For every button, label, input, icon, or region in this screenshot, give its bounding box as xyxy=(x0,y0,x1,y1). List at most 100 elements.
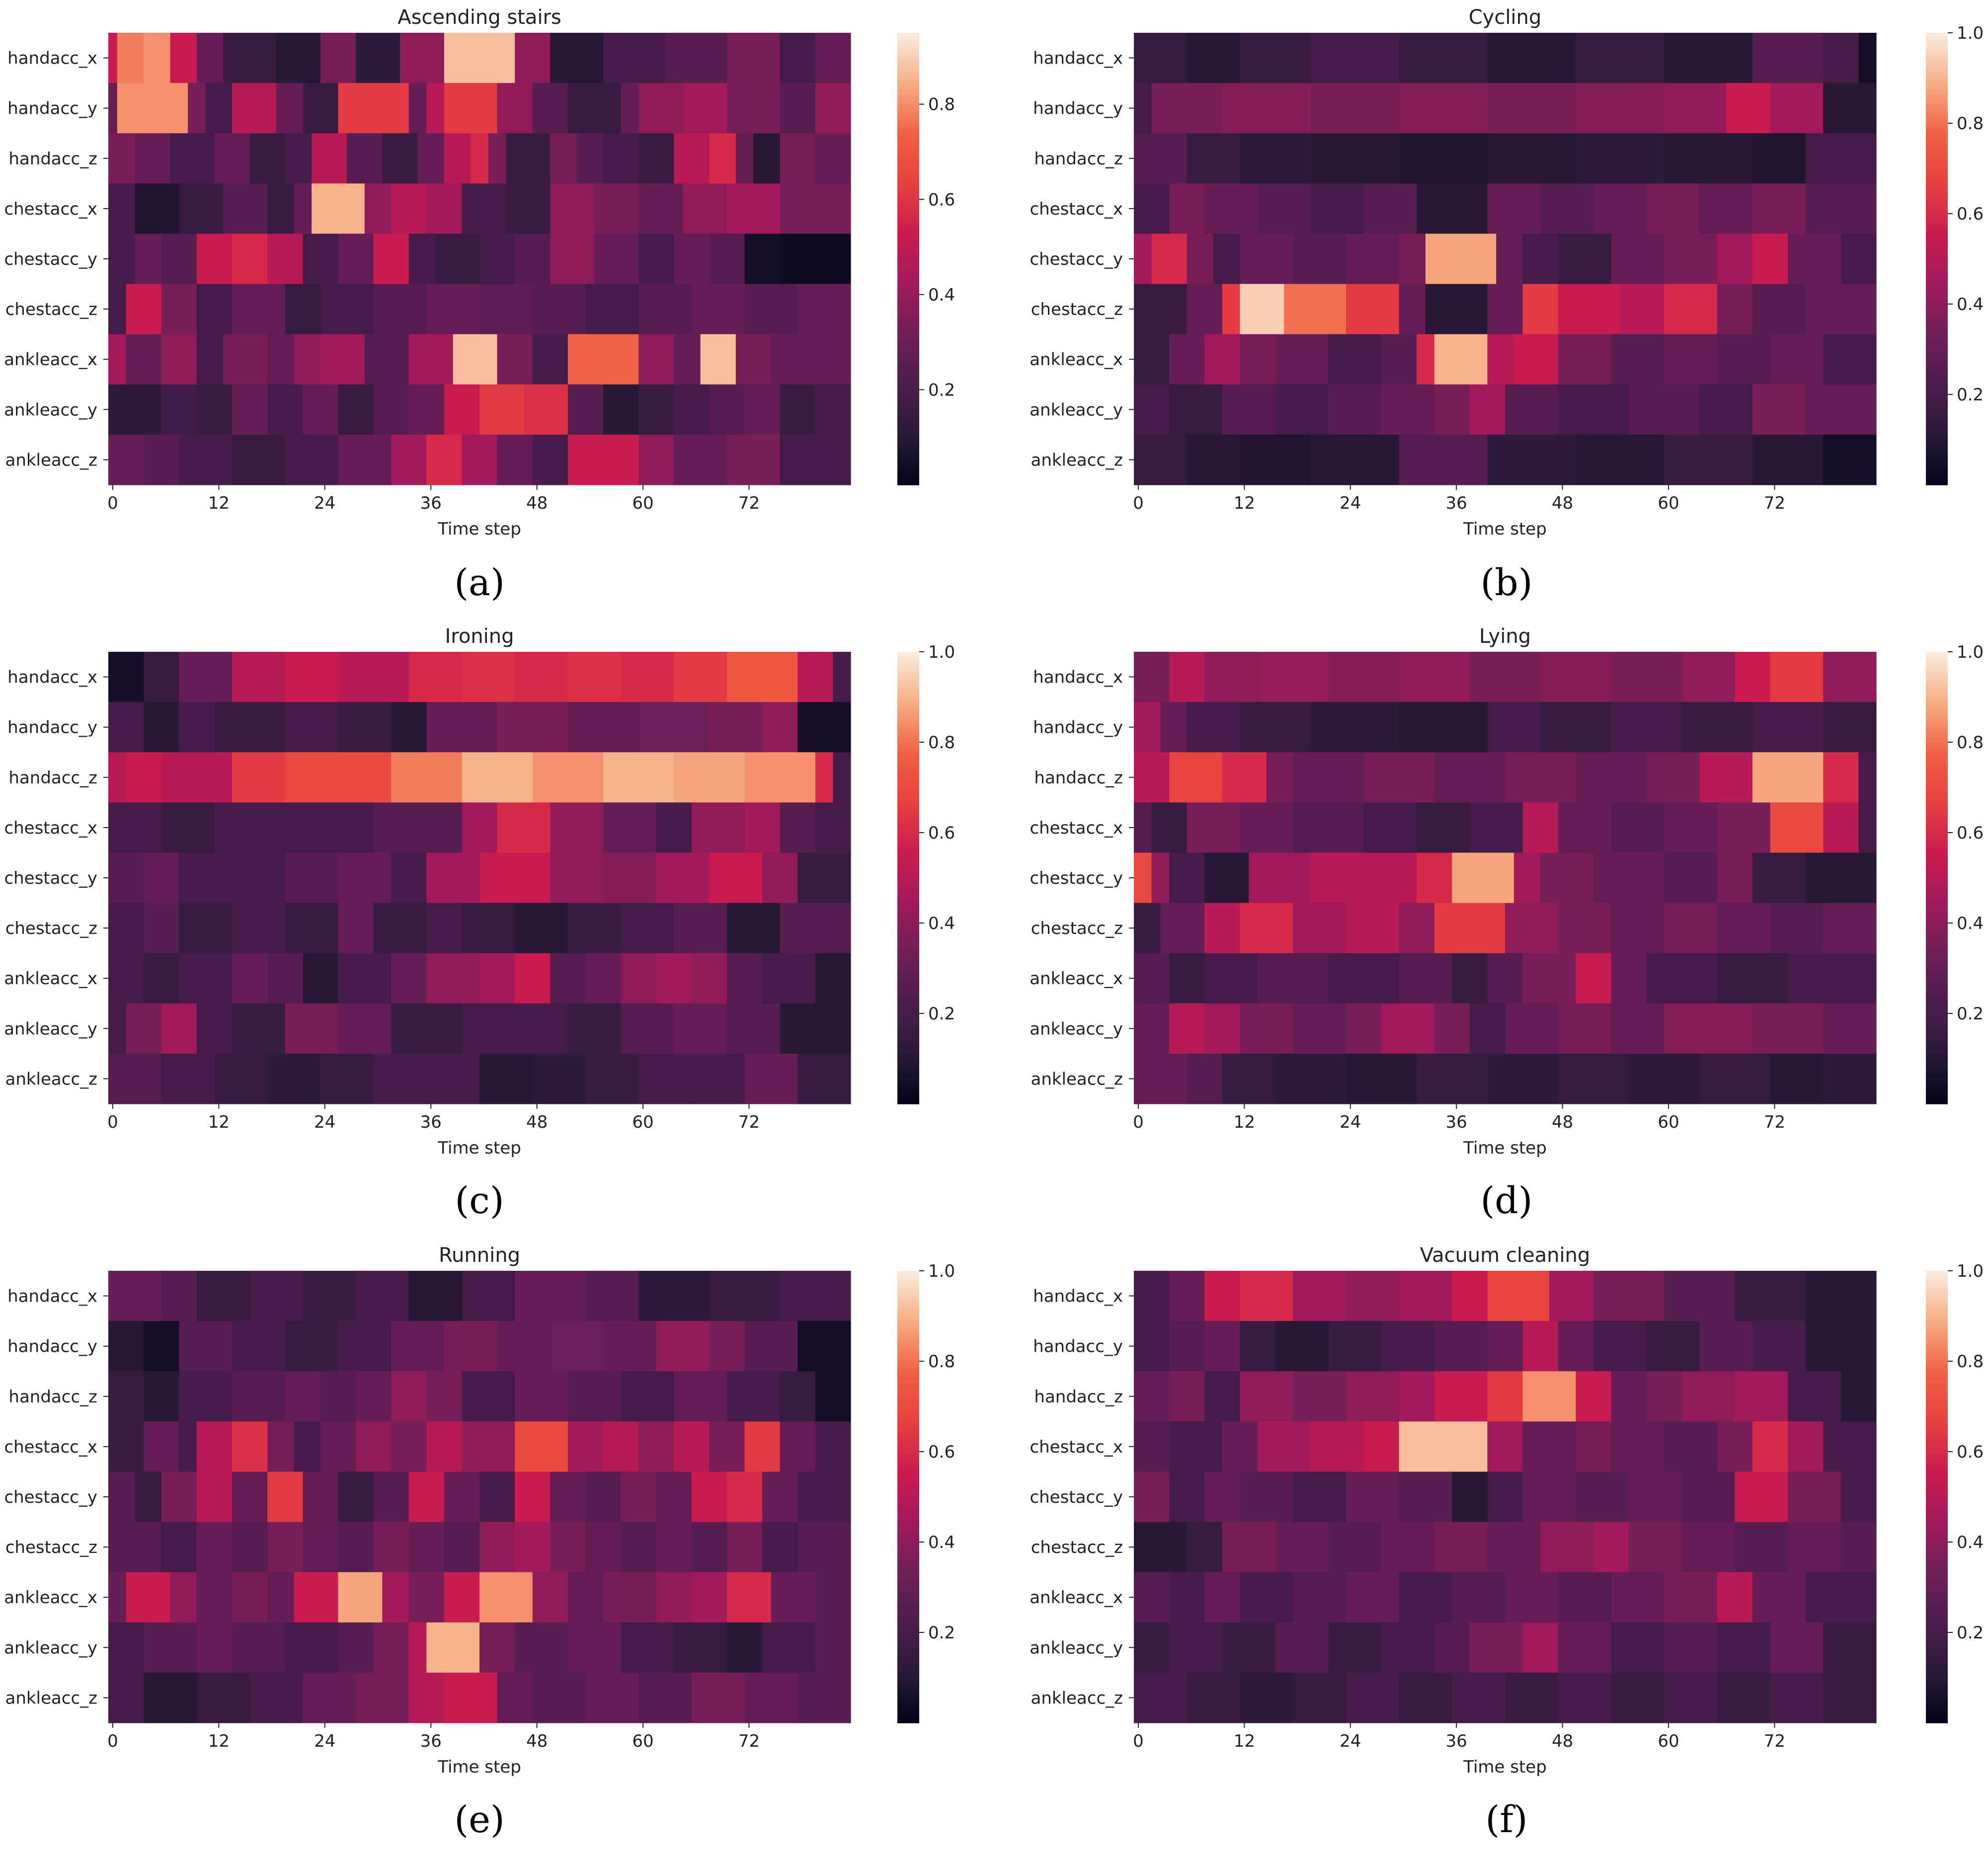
heatmap-cell xyxy=(196,1421,233,1472)
colorbar-segment xyxy=(1926,1274,1948,1279)
heatmap-cell xyxy=(1425,233,1497,285)
colorbar-segment xyxy=(897,908,919,913)
heatmap-cell xyxy=(709,852,763,904)
colorbar-segment xyxy=(897,889,919,894)
heatmap-cell xyxy=(338,903,374,954)
heatmap-cell xyxy=(1134,33,1188,83)
heatmap-cell xyxy=(179,903,233,954)
heatmap-cell xyxy=(303,1271,356,1321)
heatmap-cell xyxy=(1840,1371,1877,1422)
colorbar-segment xyxy=(1926,146,1948,150)
colorbar-segment xyxy=(897,1353,919,1358)
heatmap-cell xyxy=(1452,1271,1488,1321)
heatmap-cell xyxy=(815,133,851,184)
colorbar-tick-label: 0.2 xyxy=(1957,385,1984,405)
heatmap-cell xyxy=(338,702,392,753)
heatmap-cell xyxy=(179,1421,197,1472)
heatmap-cell xyxy=(700,334,736,385)
heatmap-cell xyxy=(285,852,339,904)
heatmap-cell xyxy=(1770,652,1824,702)
heatmap-cell xyxy=(1805,183,1877,234)
heatmap-cell xyxy=(108,752,127,803)
heatmap-cell xyxy=(709,702,763,753)
colorbar-segment xyxy=(897,1478,919,1482)
colorbar-segment xyxy=(897,700,919,705)
colorbar-segment xyxy=(897,266,919,271)
chart-title: Vacuum cleaning xyxy=(1420,1244,1590,1267)
heatmap-cell xyxy=(1487,1471,1523,1523)
heatmap-cell xyxy=(1417,852,1452,904)
heatmap-cell xyxy=(285,133,312,184)
heatmap-cell xyxy=(1735,652,1771,702)
heatmap-cell xyxy=(1328,1622,1382,1673)
y-tick-label: handacc_y xyxy=(7,718,97,738)
colorbar-segment xyxy=(1926,164,1948,169)
heatmap-cell xyxy=(780,384,816,435)
colorbar-segment xyxy=(897,127,919,131)
colorbar-segment xyxy=(1926,1391,1948,1396)
heatmap-cell xyxy=(408,652,463,702)
colorbar-segment xyxy=(1926,134,1948,139)
colorbar-segment xyxy=(1926,1538,1948,1543)
colorbar-segment xyxy=(897,1305,919,1309)
colorbar-segment xyxy=(1926,806,1948,811)
heatmap-cell xyxy=(691,1471,727,1523)
heatmap-cell xyxy=(1664,233,1718,285)
colorbar-segment xyxy=(897,1643,919,1648)
heatmap-cell xyxy=(1487,83,1576,134)
heatmap-cell xyxy=(1240,1371,1293,1422)
heatmap-cell xyxy=(179,652,233,702)
heatmap-cell xyxy=(303,233,339,285)
colorbar-segment xyxy=(897,1308,919,1313)
colorbar-segment xyxy=(1926,1369,1948,1373)
colorbar-segment xyxy=(1926,455,1948,459)
heatmap-cell xyxy=(356,1421,392,1472)
heatmap-cell xyxy=(1629,1053,1700,1104)
x-tick-label: 72 xyxy=(738,1112,760,1132)
colorbar-segment xyxy=(1926,36,1948,41)
heatmap-cell xyxy=(1611,1003,1665,1054)
colorbar-segment xyxy=(1926,1429,1948,1433)
heatmap-cell xyxy=(1151,802,1188,853)
heatmap-cell xyxy=(108,702,144,753)
heatmap-cell xyxy=(108,652,144,702)
heatmap-cell xyxy=(621,1622,674,1673)
colorbar-segment xyxy=(1926,889,1948,894)
colorbar-segment xyxy=(897,1640,919,1644)
colorbar-segment xyxy=(897,469,919,474)
heatmap-cell xyxy=(567,434,639,485)
colorbar-segment xyxy=(1926,783,1948,788)
colorbar-segment xyxy=(897,1388,919,1392)
heatmap-cell xyxy=(515,953,551,1004)
colorbar-segment xyxy=(1926,469,1948,474)
colorbar-segment xyxy=(897,296,919,301)
colorbar-segment xyxy=(1926,172,1948,176)
colorbar-segment xyxy=(897,787,919,792)
colorbar-segment xyxy=(897,1331,919,1335)
colorbar-segment xyxy=(897,1278,919,1283)
heatmap-cell xyxy=(1788,953,1877,1004)
heatmap-cell xyxy=(1134,1321,1170,1372)
colorbar-segment xyxy=(1926,232,1948,237)
colorbar-segment xyxy=(1926,259,1948,263)
colorbar-segment xyxy=(1926,1504,1948,1509)
heatmap-cell xyxy=(232,1321,286,1372)
heatmap-cell xyxy=(1293,1672,1347,1723)
colorbar-segment xyxy=(897,285,919,290)
heatmap-cell xyxy=(638,1271,710,1321)
heatmap-cell xyxy=(1717,953,1788,1004)
heatmap-cell xyxy=(709,1421,745,1472)
heatmap-cell xyxy=(1134,384,1170,435)
x-axis-label: Time step xyxy=(1463,1138,1547,1158)
heatmap-cell xyxy=(294,1572,339,1623)
heatmap-cell xyxy=(567,83,622,134)
colorbar-segment xyxy=(1926,1372,1948,1377)
heatmap-cell xyxy=(232,1622,286,1673)
colorbar-segment xyxy=(1926,1621,1948,1625)
colorbar-segment xyxy=(897,746,919,750)
heatmap-cell xyxy=(1434,334,1488,385)
heatmap-cell xyxy=(550,133,577,184)
colorbar-segment xyxy=(1926,466,1948,470)
heatmap-cell xyxy=(444,133,471,184)
heatmap-cell xyxy=(1620,284,1665,335)
